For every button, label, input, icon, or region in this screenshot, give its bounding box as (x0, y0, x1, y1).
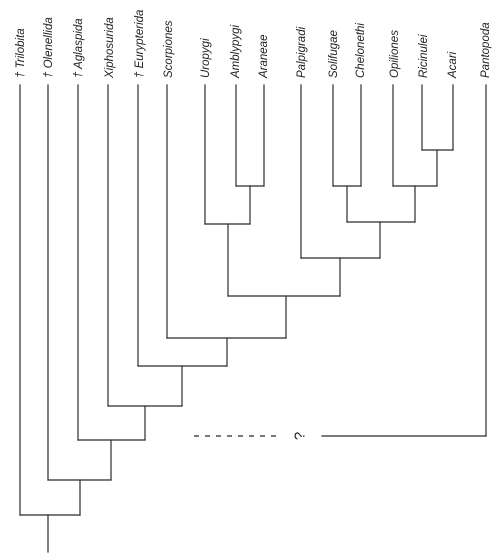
taxon-label-acari: Acari (447, 51, 459, 79)
taxon-label-olenellida: † Olenellida (43, 17, 55, 78)
taxon-label-amblypygi: Amblypygi (230, 25, 242, 79)
taxon-label-opiliones: Opiliones (389, 30, 401, 78)
taxon-label-pantopoda: Pantopoda (480, 22, 492, 78)
taxon-label-xiphosurida: Xiphosurida (104, 17, 116, 79)
taxon-label-chelonethi: Chelonethi (355, 23, 367, 78)
taxon-labels: † Trilobita † Olenellida † Aglaspida Xip… (15, 10, 492, 79)
taxon-label-eurypterida: † Eurypterida (134, 10, 146, 78)
tree-branches (19, 84, 487, 553)
taxon-label-uropygi: Uropygi (200, 38, 212, 78)
taxon-label-trilobita: † Trilobita (15, 28, 27, 78)
taxon-label-araneae: Araneae (258, 35, 270, 79)
taxon-label-solifugae: Solifugae (328, 30, 340, 78)
taxon-label-palpigradi: Palpigradi (296, 26, 308, 78)
uncertain-placement-marker: ? (292, 432, 309, 440)
taxon-label-aglaspida: † Aglaspida (73, 18, 85, 78)
taxon-label-scorpiones: Scorpiones (163, 20, 175, 78)
taxon-label-ricinulei: Ricinulei (418, 34, 430, 78)
